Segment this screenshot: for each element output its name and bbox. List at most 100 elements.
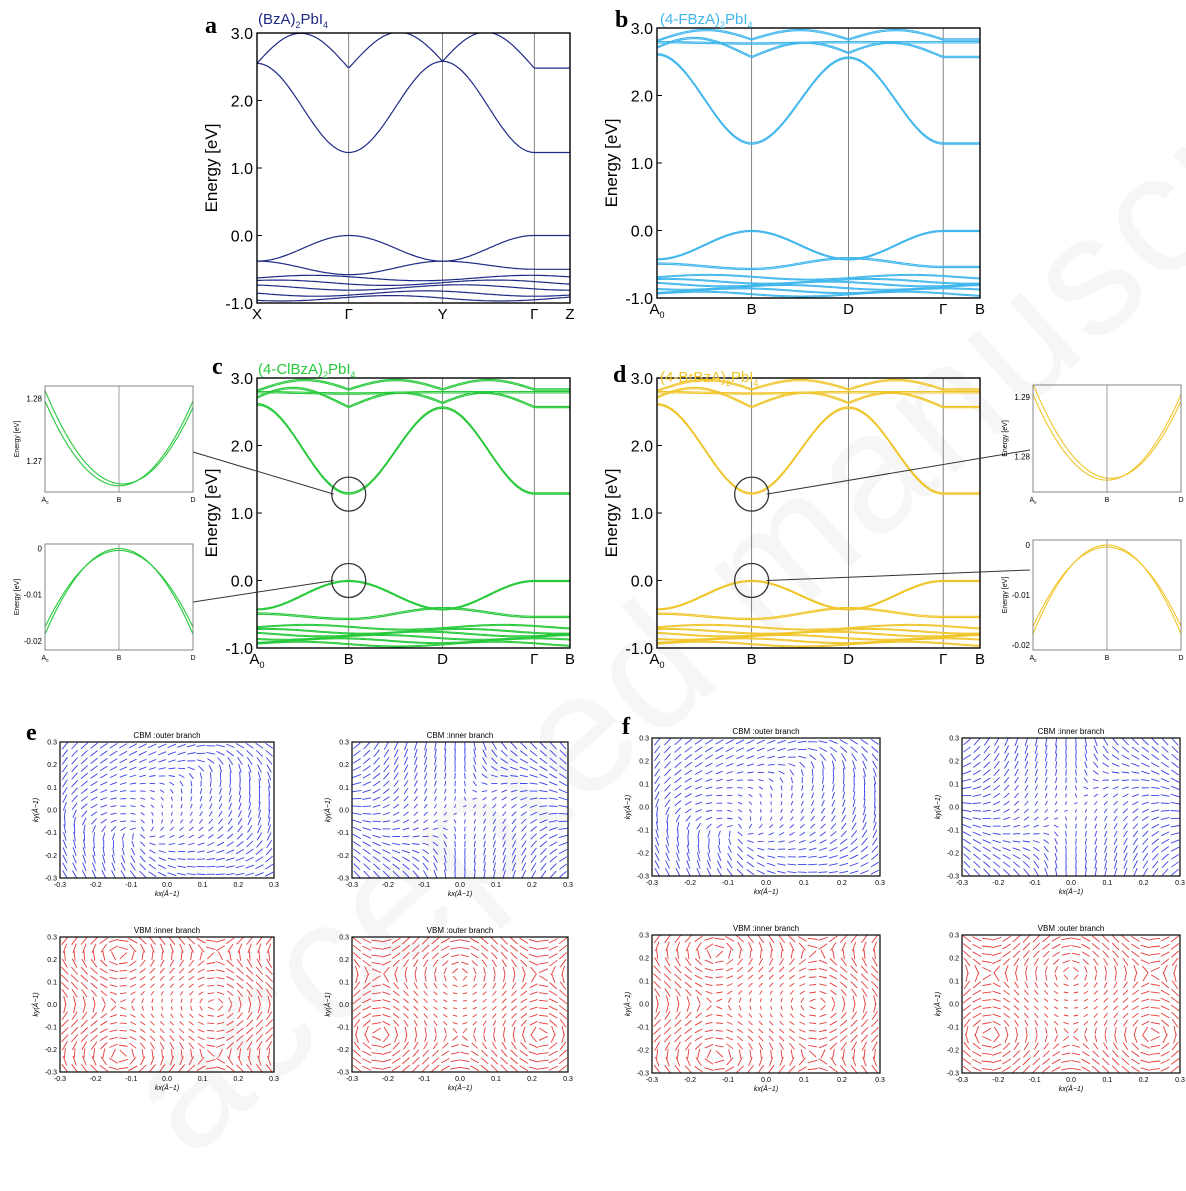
spin-arrow [706, 803, 712, 804]
spin-arrow [413, 836, 420, 837]
spin-arrow [737, 772, 743, 774]
spin-arrow [441, 938, 450, 943]
conduction-band-lower-split [257, 404, 570, 493]
spin-arrow [93, 951, 94, 961]
spin-arrow [433, 836, 439, 838]
spin-arrow [789, 841, 795, 843]
spin-arrow [152, 1049, 153, 1058]
spin-arrow [864, 776, 865, 785]
spin-arrow [1174, 1026, 1176, 1036]
spin-arrow [216, 858, 225, 860]
y-tick-label: 0.0 [631, 224, 653, 241]
spin-arrow [1105, 1035, 1107, 1042]
spin-arrow [1064, 1000, 1068, 1001]
spin-arrow [1141, 953, 1150, 956]
spin-arrow [993, 999, 1001, 1001]
spin-arrow [1066, 860, 1067, 868]
spin-arrow [850, 871, 859, 874]
spin-arrow [444, 1028, 446, 1034]
spin-arrow [975, 1034, 979, 1043]
spin-arrow [963, 810, 972, 812]
spin-arrow [540, 827, 547, 831]
spin-arrow [852, 1012, 857, 1019]
spin-arrow [240, 772, 241, 781]
spin-arrow [1162, 746, 1169, 752]
y-tick-label: 0.3 [639, 736, 649, 743]
spin-arrow [424, 820, 428, 823]
spin-arrow [760, 1006, 761, 1010]
y-tick-label: 0.0 [949, 805, 959, 812]
spin-arrow [247, 990, 252, 998]
spin-arrow [100, 1036, 108, 1041]
spin-arrow [871, 981, 878, 988]
spin-arrow [676, 1057, 679, 1066]
spin-arrow [747, 756, 754, 759]
spin-arrow [665, 800, 670, 807]
spin-arrow [412, 937, 419, 944]
spin-arrow [1033, 854, 1039, 860]
spin-arrow [788, 936, 795, 943]
spin-arrow [1065, 817, 1067, 821]
spin-arrow [540, 841, 547, 847]
spin-arrow [685, 1035, 692, 1041]
spin-arrow [110, 782, 117, 785]
spin-arrow [72, 870, 76, 878]
spin-arrow [789, 1036, 795, 1041]
spin-arrow [363, 991, 371, 996]
spin-arrow [747, 935, 753, 943]
spin-arrow [394, 796, 399, 801]
y-axis-label: ky(Å−1) [933, 795, 942, 819]
spin-arrow [655, 776, 660, 784]
spin-arrow [737, 869, 743, 875]
k-label: B [975, 301, 985, 318]
spin-arrow [1171, 944, 1179, 950]
spin-arrow [1141, 1007, 1149, 1009]
spin-arrow [539, 1045, 549, 1047]
spin-arrow [268, 825, 271, 834]
x-tick-label: -0.2 [382, 1076, 394, 1083]
spin-arrow [229, 811, 232, 817]
spin-arrow [1161, 998, 1170, 1002]
spin-arrow [791, 1050, 792, 1059]
spin-arrow [384, 765, 390, 772]
spin-arrow [111, 951, 115, 960]
spin-arrow [109, 1067, 118, 1070]
spin-arrow [1171, 1066, 1179, 1072]
spin-arrow [706, 1014, 713, 1016]
spin-arrow [140, 1036, 146, 1041]
spin-arrow [705, 968, 713, 970]
spin-arrow [1066, 868, 1067, 877]
x-tick-label: 0.2 [1139, 1077, 1149, 1084]
spin-arrow [1093, 1051, 1099, 1057]
spin-arrow [1004, 793, 1009, 798]
spin-arrow [510, 767, 518, 770]
spin-arrow [687, 860, 690, 868]
spin-arrow [1103, 763, 1109, 767]
spin-arrow [1161, 795, 1170, 797]
spin-arrow [1114, 823, 1117, 829]
spin-arrow [861, 1027, 868, 1034]
spin-arrow [189, 773, 193, 778]
spin-arrow [1074, 1015, 1079, 1016]
spin-arrow [94, 840, 95, 849]
spin-arrow [413, 820, 418, 823]
spin-arrow [84, 840, 86, 849]
y-tick-label: -0.3 [947, 874, 959, 881]
spin-arrow [435, 773, 437, 779]
spin-arrow [72, 743, 78, 750]
spin-arrow [91, 990, 96, 997]
spin-arrow [1123, 1042, 1128, 1050]
spin-arrow [801, 816, 805, 820]
spin-arrow [502, 991, 506, 996]
spin-arrow [92, 819, 97, 825]
spin-arrow [687, 853, 690, 862]
spin-arrow [363, 960, 371, 966]
y-tick-label: 0 [38, 545, 43, 554]
spin-arrow [402, 945, 409, 952]
spin-arrow [727, 991, 732, 994]
spin-arrow [363, 766, 370, 771]
spin-arrow [353, 849, 360, 855]
spin-arrow [1113, 1043, 1117, 1050]
y-tick-label: 0.3 [949, 933, 959, 940]
spin-arrow [404, 1013, 409, 1018]
